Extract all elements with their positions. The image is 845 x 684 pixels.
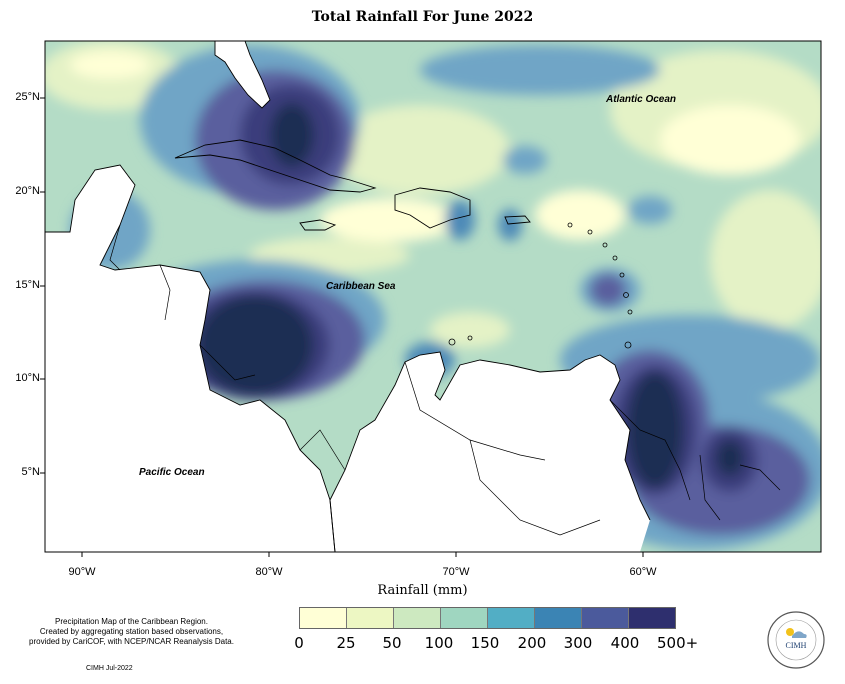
coastlines (45, 41, 651, 552)
legend-label-100: 100 (424, 634, 454, 652)
pacific-ocean-label: Pacific Ocean (139, 467, 205, 478)
legend-swatch-150-200 (488, 608, 535, 628)
logo-text: CIMH (786, 641, 807, 650)
credit-line-2: Created by aggregating station based obs… (39, 627, 224, 636)
legend-label-200: 200 (517, 634, 547, 652)
caribbean-sea-label: Caribbean Sea (326, 281, 396, 292)
land-masses (45, 41, 650, 552)
lat-label-10n: 10°N (15, 372, 40, 384)
legend-label-500plus: 500+ (657, 634, 699, 652)
lat-label-5n: 5°N (21, 466, 40, 478)
legend-swatch-50-100 (394, 608, 441, 628)
legend-swatch-0-25 (300, 608, 347, 628)
axis-ticks (40, 97, 644, 557)
lon-label-90w: 90°W (68, 566, 96, 578)
legend-swatch-300-400 (582, 608, 629, 628)
credit-line-1: Precipitation Map of the Caribbean Regio… (55, 617, 208, 626)
credit-text: Precipitation Map of the Caribbean Regio… (14, 617, 249, 647)
rainfall-contours (45, 41, 821, 550)
credit-line-3: provided by CariCOF, with NCEP/NCAR Rean… (29, 637, 234, 646)
borders (109, 224, 781, 536)
map-frame (44, 40, 822, 553)
lat-label-25n: 25°N (15, 91, 40, 103)
sun-icon (786, 628, 794, 636)
lesser-antilles (448, 222, 633, 349)
legend-title: Rainfall (mm) (377, 583, 468, 598)
lat-label-20n: 20°N (15, 185, 40, 197)
lat-label-15n: 15°N (15, 279, 40, 291)
legend-label-50: 50 (382, 634, 402, 652)
cimh-logo: CIMH (767, 611, 825, 669)
legend-label-150: 150 (470, 634, 500, 652)
rainfall-legend (299, 607, 676, 629)
lon-label-70w: 70°W (442, 566, 470, 578)
atlantic-ocean-label: Atlantic Ocean (606, 94, 677, 105)
legend-label-25: 25 (336, 634, 356, 652)
cloud-icon (792, 631, 807, 638)
legend-swatch-25-50 (347, 608, 394, 628)
legend-label-0: 0 (294, 634, 304, 652)
lon-label-60w: 60°W (629, 566, 657, 578)
map-title: Total Rainfall For June 2022 (311, 9, 534, 25)
legend-swatch-400-500 (629, 608, 675, 628)
legend-label-400: 400 (610, 634, 640, 652)
legend-swatch-200-300 (535, 608, 582, 628)
legend-swatch-100-150 (441, 608, 488, 628)
date-tag: CIMH Jul-2022 (86, 665, 133, 672)
legend-label-300: 300 (563, 634, 593, 652)
lon-label-80w: 80°W (255, 566, 283, 578)
